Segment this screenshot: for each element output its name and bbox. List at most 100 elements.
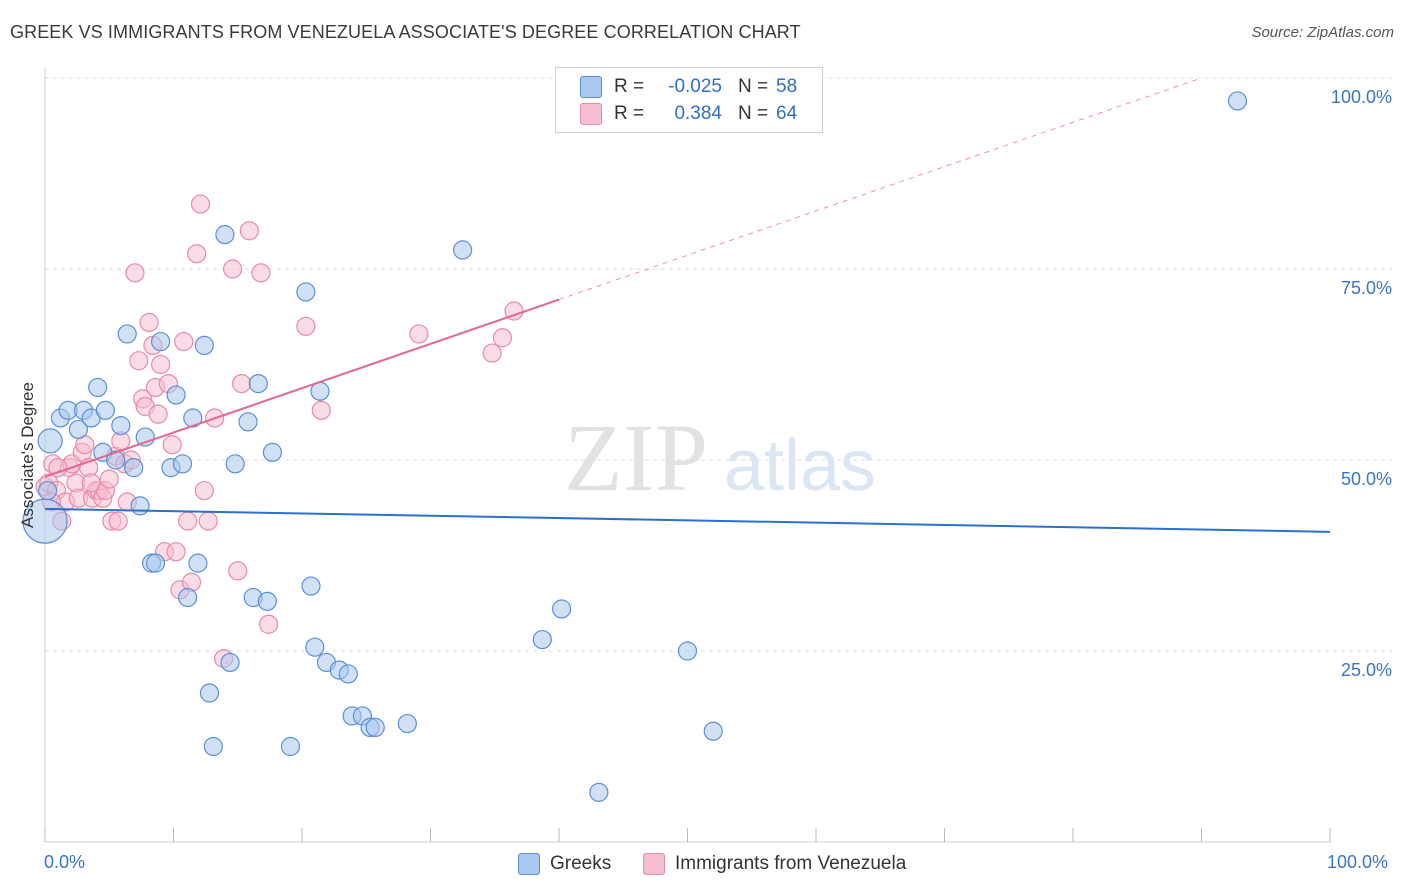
venezuela-point-21: [108, 511, 128, 531]
greek-swatch: [580, 76, 602, 98]
greek-point-13: [124, 458, 144, 478]
greek-n-value: 58: [776, 76, 798, 97]
greek-point-20: [166, 385, 186, 405]
greek-point-50: [532, 629, 552, 650]
venezuela-n-value: 64: [776, 103, 798, 124]
venezuela-point-48: [223, 259, 243, 279]
bottom-legend-venezuela[interactable]: Immigrants from Venezuela: [643, 851, 906, 877]
correlation-legend: R = -0.025 N = 58 R = 0.384 N = 64: [555, 67, 823, 133]
greek-point-34: [257, 591, 277, 611]
greek-point-25: [194, 335, 214, 355]
greek-point-39: [305, 637, 325, 657]
venezuela-n-label: N =: [738, 103, 769, 124]
greek-point-43: [338, 664, 358, 684]
venezuela-points: [35, 194, 524, 669]
venezuela-point-44: [194, 480, 214, 501]
venezuela-point-58: [492, 328, 513, 348]
greek-r-value: -0.025: [668, 76, 722, 97]
greek-point-9: [95, 400, 115, 420]
greek-point-51: [551, 599, 572, 619]
greek-point-48: [397, 713, 417, 734]
greek-point-37: [296, 282, 316, 302]
venezuela-point-53: [258, 614, 279, 634]
watermark-zip: ZIP: [564, 404, 708, 511]
legend-row-greek: R = -0.025 N = 58: [580, 73, 797, 101]
venezuela-point-26: [125, 263, 145, 283]
venezuela-point-36: [162, 435, 182, 455]
venezuela-r-label: R =: [614, 103, 645, 124]
watermark-atlas: atlas: [724, 426, 876, 506]
venezuela-point-57: [482, 343, 502, 363]
venezuela-point-56: [409, 324, 429, 344]
venezuela-legend-label: Immigrants from Venezuela: [675, 853, 907, 874]
greek-point-14: [130, 496, 150, 516]
bottom-legend-greeks[interactable]: Greeks: [518, 851, 611, 877]
venezuela-point-39: [174, 331, 194, 352]
greek-point-24: [188, 553, 208, 573]
greek-point-47: [365, 717, 385, 738]
greek-point-18: [151, 331, 171, 352]
greek-trend-line: [44, 507, 1331, 533]
greek-point-57: [37, 480, 58, 501]
greeks-legend-swatch: [518, 853, 540, 875]
greek-point-23: [183, 408, 203, 428]
y-tick-25: 25.0%: [1340, 660, 1392, 680]
greek-point-21: [172, 454, 193, 474]
chart-title: GREEK VS IMMIGRANTS FROM VENEZUELA ASSOC…: [10, 22, 801, 42]
venezuela-legend-swatch: [643, 853, 665, 875]
greek-point-7: [88, 377, 108, 398]
greek-point-29: [220, 652, 240, 673]
venezuela-point-45: [198, 511, 218, 531]
greek-point-53: [677, 641, 698, 661]
venezuela-point-63: [148, 404, 168, 424]
greek-point-12: [117, 324, 137, 344]
greek-point-30: [225, 454, 245, 474]
greek-point-11: [111, 416, 131, 436]
greek-n-label: N =: [738, 76, 769, 97]
greek-point-28: [215, 225, 235, 245]
y-tick-75: 75.0%: [1340, 278, 1392, 298]
greek-point-54: [703, 721, 723, 741]
trend-lines: [44, 77, 1331, 533]
y-axis-title: Associate's Degree: [18, 382, 37, 528]
venezuela-point-42: [187, 244, 207, 264]
greek-point-1: [37, 428, 63, 454]
venezuela-point-40: [178, 511, 198, 531]
greek-point-26: [199, 683, 220, 703]
venezuela-trend-extension: [558, 77, 1202, 301]
greek-point-35: [262, 442, 283, 462]
greek-r-label: R =: [614, 76, 645, 97]
greek-point-38: [301, 576, 321, 596]
venezuela-point-18: [99, 469, 119, 489]
greek-point-4: [68, 419, 89, 440]
venezuela-point-52: [251, 263, 271, 283]
venezuela-point-61: [48, 458, 68, 478]
venezuela-r-value: 0.384: [674, 103, 722, 124]
venezuela-point-27: [129, 351, 149, 371]
venezuela-point-54: [296, 316, 316, 336]
greek-point-56: [1227, 91, 1248, 111]
venezuela-trend-line: [44, 298, 560, 478]
greek-point-17: [145, 553, 166, 573]
y-tick-100: 100.0%: [1330, 87, 1392, 107]
venezuela-point-50: [232, 374, 252, 394]
legend-row-venezuela: R = 0.384 N = 64: [580, 100, 797, 128]
y-tick-50: 50.0%: [1340, 469, 1392, 489]
venezuela-point-55: [311, 400, 331, 420]
venezuela-point-30: [139, 312, 159, 333]
greek-point-52: [589, 782, 609, 802]
greek-point-31: [238, 412, 258, 432]
venezuela-point-37: [166, 542, 186, 562]
grid-lines: [45, 77, 1392, 652]
venezuela-point-43: [190, 194, 211, 214]
greek-point-22: [178, 587, 198, 608]
axes: [44, 68, 1331, 843]
greeks-legend-label: Greeks: [550, 853, 612, 874]
venezuela-point-49: [228, 561, 248, 581]
greek-point-10: [106, 450, 126, 470]
greek-point-49: [453, 240, 473, 260]
venezuela-swatch: [580, 103, 602, 125]
venezuela-point-62: [81, 473, 101, 493]
x-tick-min: 0.0%: [44, 852, 86, 872]
